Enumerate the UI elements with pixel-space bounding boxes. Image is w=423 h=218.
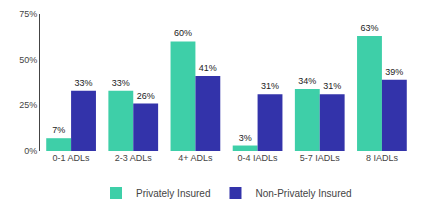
svg-text:60%: 60%	[174, 28, 192, 38]
svg-text:63%: 63%	[360, 23, 378, 33]
svg-text:0%: 0%	[24, 146, 37, 156]
svg-text:5-7 IADLs: 5-7 IADLs	[300, 153, 341, 163]
svg-text:Non-Privately Insured: Non-Privately Insured	[255, 188, 351, 199]
svg-text:31%: 31%	[323, 81, 341, 91]
svg-text:33%: 33%	[112, 78, 130, 88]
svg-text:4+ ADLs: 4+ ADLs	[178, 153, 213, 163]
svg-text:26%: 26%	[137, 91, 155, 101]
svg-text:75%: 75%	[19, 9, 37, 19]
svg-text:2-3 ADLs: 2-3 ADLs	[115, 153, 153, 163]
svg-text:0-1 ADLs: 0-1 ADLs	[53, 153, 91, 163]
svg-text:34%: 34%	[298, 76, 316, 86]
svg-text:31%: 31%	[261, 81, 279, 91]
svg-text:33%: 33%	[75, 78, 93, 88]
svg-text:50%: 50%	[19, 55, 37, 65]
svg-text:8 IADLs: 8 IADLs	[366, 153, 399, 163]
svg-text:0-4 IADLs: 0-4 IADLs	[238, 153, 279, 163]
svg-text:39%: 39%	[385, 67, 403, 77]
svg-text:25%: 25%	[19, 100, 37, 110]
svg-text:3%: 3%	[239, 133, 252, 143]
svg-text:7%: 7%	[52, 125, 65, 135]
svg-text:Privately Insured: Privately Insured	[136, 188, 210, 199]
svg-text:41%: 41%	[199, 63, 217, 73]
